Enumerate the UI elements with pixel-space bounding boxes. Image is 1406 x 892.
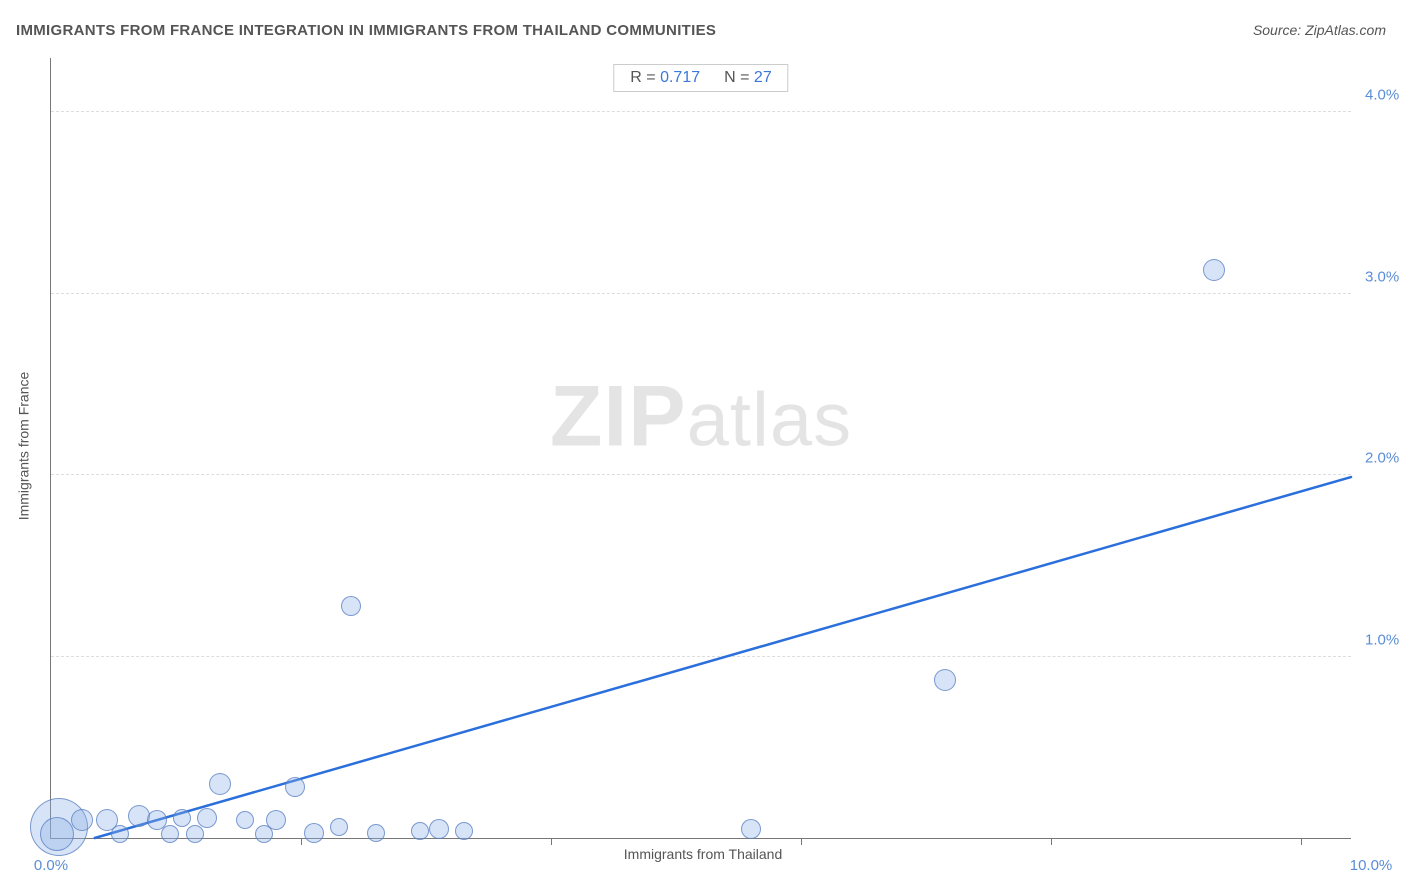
data-point bbox=[330, 818, 348, 836]
x-tick bbox=[301, 838, 302, 845]
x-tick bbox=[1051, 838, 1052, 845]
data-point bbox=[186, 825, 204, 843]
stat-box: R = 0.717 N = 27 bbox=[613, 64, 788, 92]
y-axis-label-wrap: Immigrants from France bbox=[8, 0, 38, 892]
chart-title: IMMIGRANTS FROM FRANCE INTEGRATION IN IM… bbox=[16, 22, 716, 39]
data-point bbox=[173, 809, 191, 827]
y-tick-label: 3.0% bbox=[1365, 268, 1399, 285]
data-point bbox=[209, 773, 231, 795]
scatter-plot: ZIPatlas 1.0%2.0%3.0%4.0%0.0%10.0% R = 0… bbox=[50, 58, 1351, 839]
y-tick-label: 4.0% bbox=[1365, 87, 1399, 104]
plot-inner: 1.0%2.0%3.0%4.0%0.0%10.0% bbox=[51, 58, 1351, 838]
x-tick bbox=[551, 838, 552, 845]
data-point bbox=[429, 819, 449, 839]
data-point bbox=[741, 819, 761, 839]
data-point bbox=[455, 822, 473, 840]
data-point bbox=[1203, 259, 1225, 281]
stat-n-label: N = bbox=[724, 69, 754, 86]
data-point bbox=[128, 805, 150, 827]
stat-r: R = 0.717 bbox=[630, 69, 700, 87]
y-tick-label: 1.0% bbox=[1365, 631, 1399, 648]
data-point bbox=[934, 669, 956, 691]
stat-r-label: R = bbox=[630, 69, 660, 86]
trend-line bbox=[51, 58, 1351, 838]
y-axis-label: Immigrants from France bbox=[15, 372, 31, 521]
source-credit: Source: ZipAtlas.com bbox=[1253, 22, 1386, 38]
data-point bbox=[285, 777, 305, 797]
x-tick bbox=[1301, 838, 1302, 845]
stat-r-value: 0.717 bbox=[660, 69, 700, 86]
y-tick-label: 2.0% bbox=[1365, 450, 1399, 467]
data-point bbox=[236, 811, 254, 829]
data-point bbox=[197, 808, 217, 828]
data-point bbox=[341, 596, 361, 616]
data-point bbox=[71, 809, 93, 831]
stat-n-value: 27 bbox=[754, 69, 772, 86]
data-point bbox=[111, 825, 129, 843]
stat-n: N = 27 bbox=[724, 69, 772, 87]
data-point bbox=[411, 822, 429, 840]
data-point bbox=[161, 825, 179, 843]
data-point bbox=[367, 824, 385, 842]
data-point bbox=[266, 810, 286, 830]
data-point bbox=[304, 823, 324, 843]
x-axis-label: Immigrants from Thailand bbox=[0, 846, 1406, 862]
x-tick bbox=[801, 838, 802, 845]
